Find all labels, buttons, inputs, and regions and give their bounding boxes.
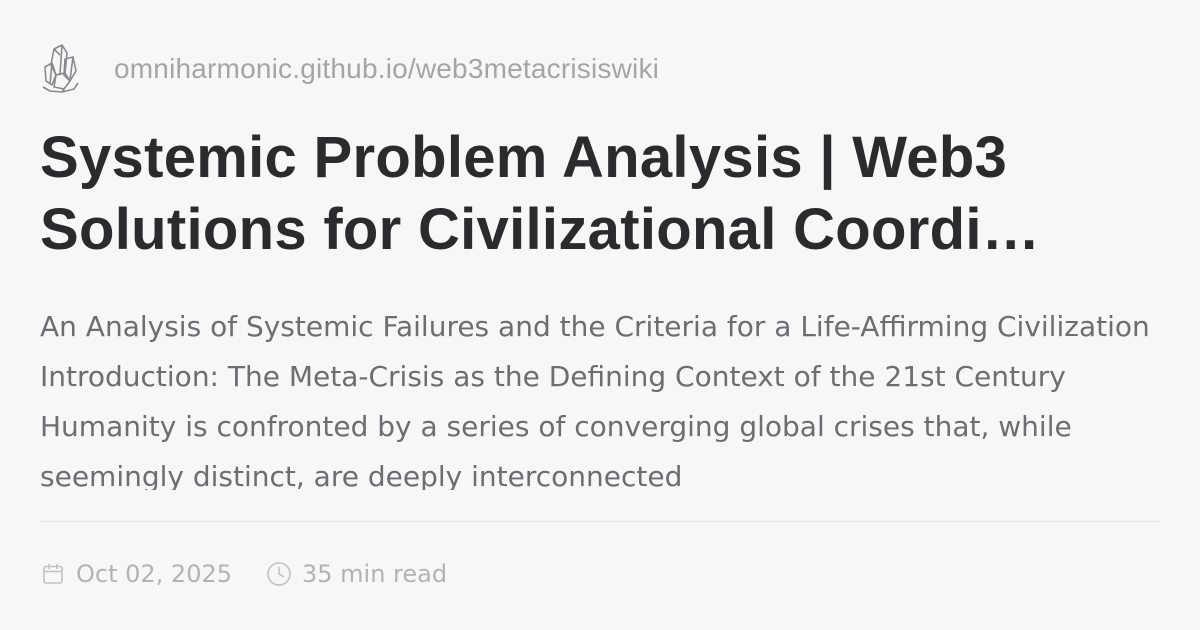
read-time-text: 35 min read: [302, 560, 448, 588]
article-meta: Oct 02, 2025 35 min read: [40, 556, 447, 592]
site-header: omniharmonic.github.io/web3metacrisiswik…: [40, 40, 659, 98]
read-time: 35 min read: [266, 560, 447, 588]
site-url[interactable]: omniharmonic.github.io/web3metacrisiswik…: [114, 53, 660, 84]
publish-date-text: Oct 02, 2025: [76, 560, 232, 588]
article-description: An Analysis of Systemic Failures and the…: [40, 310, 1150, 490]
clock-icon: [266, 561, 292, 587]
calendar-icon: [40, 561, 66, 587]
divider: [40, 521, 1160, 522]
page-title: Systemic Problem Analysis | Web3 Solutio…: [40, 125, 1041, 262]
crystal-cluster-icon: [40, 40, 94, 98]
publish-date: Oct 02, 2025: [40, 560, 232, 588]
